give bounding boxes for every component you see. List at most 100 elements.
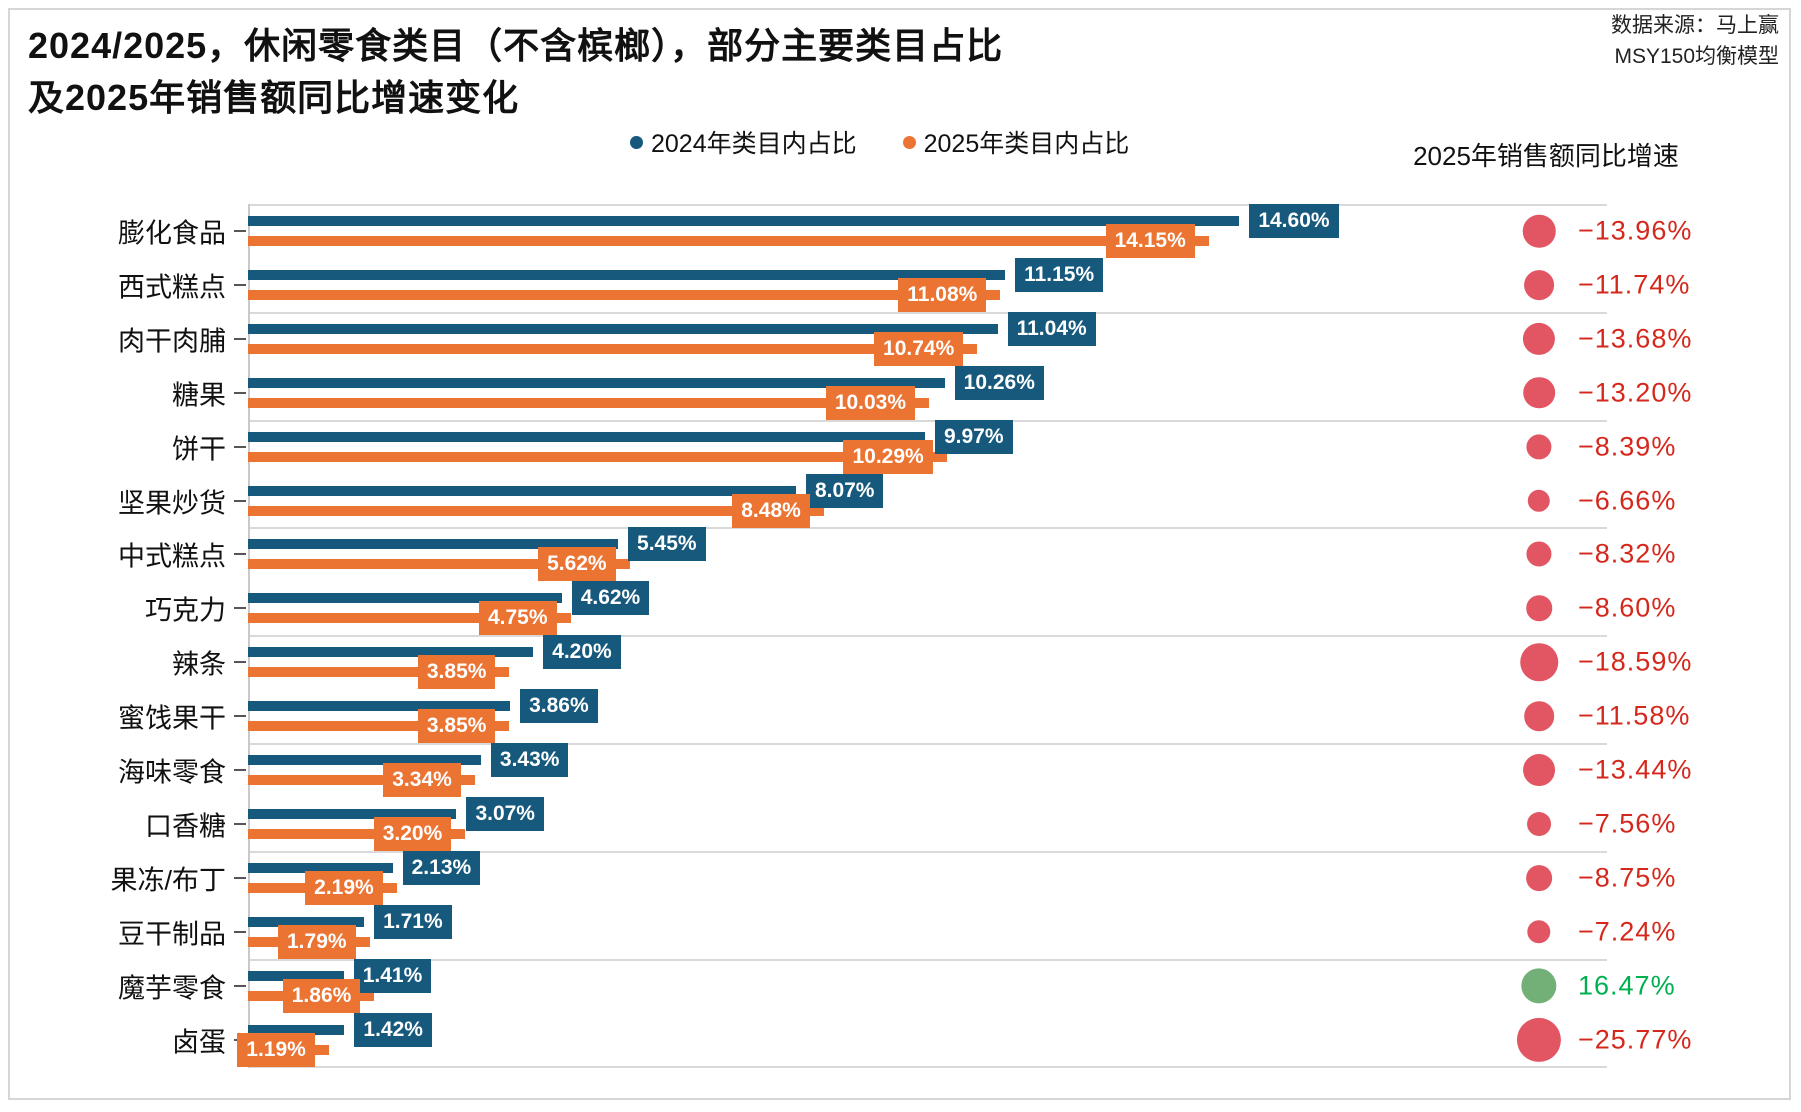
source-line2: MSY150均衡模型 bbox=[1614, 45, 1779, 68]
gridline bbox=[248, 850, 1607, 853]
bar-2024 bbox=[248, 916, 365, 927]
bar-2024 bbox=[248, 647, 534, 658]
bar-value-2024: 11.04% bbox=[1007, 311, 1096, 346]
bar-2024 bbox=[248, 377, 945, 388]
bar-2024 bbox=[248, 1024, 345, 1035]
legend: 2024年类目内占比 2025年类目内占比 bbox=[630, 124, 1129, 160]
axis-tick bbox=[234, 337, 246, 340]
bar-value-2024: 3.07% bbox=[466, 796, 544, 831]
gridline bbox=[248, 1066, 1607, 1069]
category-label: 魔芋零食 bbox=[118, 973, 226, 1004]
source-line1: 数据来源：马上赢 bbox=[1611, 14, 1779, 37]
category-label: 糖果 bbox=[172, 380, 226, 411]
bar-value-2024: 1.41% bbox=[353, 958, 432, 993]
gridline bbox=[248, 635, 1607, 638]
bar-value-2025: 1.86% bbox=[282, 978, 361, 1013]
bar-value-2025: 1.19% bbox=[237, 1032, 315, 1067]
category-label: 饼干 bbox=[172, 434, 226, 465]
bar-value-2025: 5.62% bbox=[538, 547, 616, 582]
gridline bbox=[248, 527, 1607, 530]
growth-bubble bbox=[1527, 489, 1551, 512]
legend-dot-2025-icon bbox=[902, 135, 916, 149]
growth-bubble bbox=[1522, 214, 1556, 248]
category-axis bbox=[248, 204, 250, 1069]
growth-bubble bbox=[1524, 269, 1554, 300]
growth-bubble bbox=[1524, 701, 1554, 731]
category-label: 蜜饯果干 bbox=[118, 703, 226, 734]
category-label: 西式糕点 bbox=[118, 272, 226, 303]
growth-value: −11.74% bbox=[1578, 269, 1691, 300]
growth-bubble bbox=[1526, 434, 1552, 460]
axis-tick bbox=[234, 553, 246, 556]
bar-2024 bbox=[248, 269, 1006, 280]
axis-tick bbox=[234, 876, 246, 879]
bar-2024 bbox=[248, 323, 998, 334]
bar-value-2025: 11.08% bbox=[898, 277, 987, 312]
bar-value-2024: 11.15% bbox=[1015, 257, 1104, 292]
bar-2024 bbox=[248, 970, 344, 981]
growth-value: −25.77% bbox=[1578, 1024, 1693, 1054]
growth-value: 16.47% bbox=[1578, 970, 1676, 1001]
legend-item-2025: 2025年类目内占比 bbox=[902, 124, 1129, 160]
bar-value-2024: 3.43% bbox=[490, 743, 569, 777]
bar-value-2024: 4.20% bbox=[543, 635, 621, 670]
bar-2024 bbox=[248, 216, 1240, 226]
chart-title-line2: 及2025年销售额同比增速变化 bbox=[28, 77, 520, 118]
category-label: 肉干肉脯 bbox=[118, 326, 226, 357]
bar-2025 bbox=[248, 289, 1001, 300]
growth-column-header: 2025年销售额同比增速 bbox=[1413, 141, 1679, 171]
axis-tick bbox=[234, 715, 246, 718]
growth-bubble bbox=[1526, 541, 1552, 567]
bar-value-2024: 9.97% bbox=[934, 419, 1013, 454]
category-label: 卤蛋 bbox=[172, 1027, 226, 1057]
chart-title-line1: 2024/2025，休闲零食类目（不含槟榔），部分主要类目占比 bbox=[28, 25, 1004, 66]
bar-2024 bbox=[248, 485, 796, 496]
bar-2025 bbox=[248, 613, 571, 624]
bar-value-2024: 2.13% bbox=[402, 850, 481, 885]
axis-tick bbox=[234, 283, 246, 286]
legend-item-2024: 2024年类目内占比 bbox=[630, 124, 857, 160]
category-label: 豆干制品 bbox=[118, 919, 226, 950]
bar-value-2024: 8.07% bbox=[805, 473, 884, 508]
growth-value: −18.59% bbox=[1578, 646, 1693, 677]
bar-value-2025: 3.85% bbox=[417, 709, 496, 744]
axis-tick bbox=[234, 607, 246, 610]
axis-tick bbox=[234, 230, 246, 232]
gridline bbox=[248, 419, 1607, 422]
gridline bbox=[248, 204, 1607, 206]
bar-value-2025: 3.85% bbox=[417, 655, 496, 690]
category-label: 坚果炒货 bbox=[118, 488, 226, 518]
bar-value-2024: 14.60% bbox=[1249, 204, 1339, 238]
legend-label-2024: 2024年类目内占比 bbox=[651, 130, 857, 158]
bar-value-2024: 1.71% bbox=[374, 904, 452, 939]
growth-bubble bbox=[1522, 322, 1556, 355]
bar-2024 bbox=[248, 755, 481, 765]
growth-value: −8.75% bbox=[1578, 862, 1677, 893]
bar-2024 bbox=[248, 431, 925, 442]
bar-2025 bbox=[248, 397, 930, 408]
bar-value-2025: 4.75% bbox=[478, 601, 557, 636]
bar-2024 bbox=[248, 808, 457, 819]
growth-bubble bbox=[1523, 754, 1555, 786]
bar-2025 bbox=[248, 828, 466, 839]
growth-bubble bbox=[1526, 595, 1552, 622]
bar-value-2024: 3.86% bbox=[520, 689, 598, 724]
growth-bubble bbox=[1523, 376, 1555, 409]
growth-bubble bbox=[1526, 864, 1552, 891]
bar-value-2024: 1.42% bbox=[354, 1012, 432, 1047]
axis-tick bbox=[234, 391, 246, 394]
bar-value-2025: 10.03% bbox=[825, 385, 916, 420]
axis-tick bbox=[234, 769, 246, 771]
growth-value: −6.66% bbox=[1578, 485, 1677, 515]
bar-2025 bbox=[248, 451, 947, 462]
growth-value: −13.44% bbox=[1578, 754, 1693, 785]
source-note: 数据来源：马上赢 MSY150均衡模型 bbox=[1611, 10, 1779, 72]
bar-2025 bbox=[248, 721, 510, 732]
legend-dot-2024-icon bbox=[630, 135, 643, 149]
bar-value-2024: 10.26% bbox=[954, 365, 1044, 400]
bar-value-2024: 4.62% bbox=[571, 581, 650, 616]
growth-value: −7.56% bbox=[1578, 808, 1677, 839]
bar-2025 bbox=[248, 667, 510, 678]
bar-value-2025: 3.34% bbox=[383, 763, 461, 797]
bar-2024 bbox=[248, 539, 619, 550]
